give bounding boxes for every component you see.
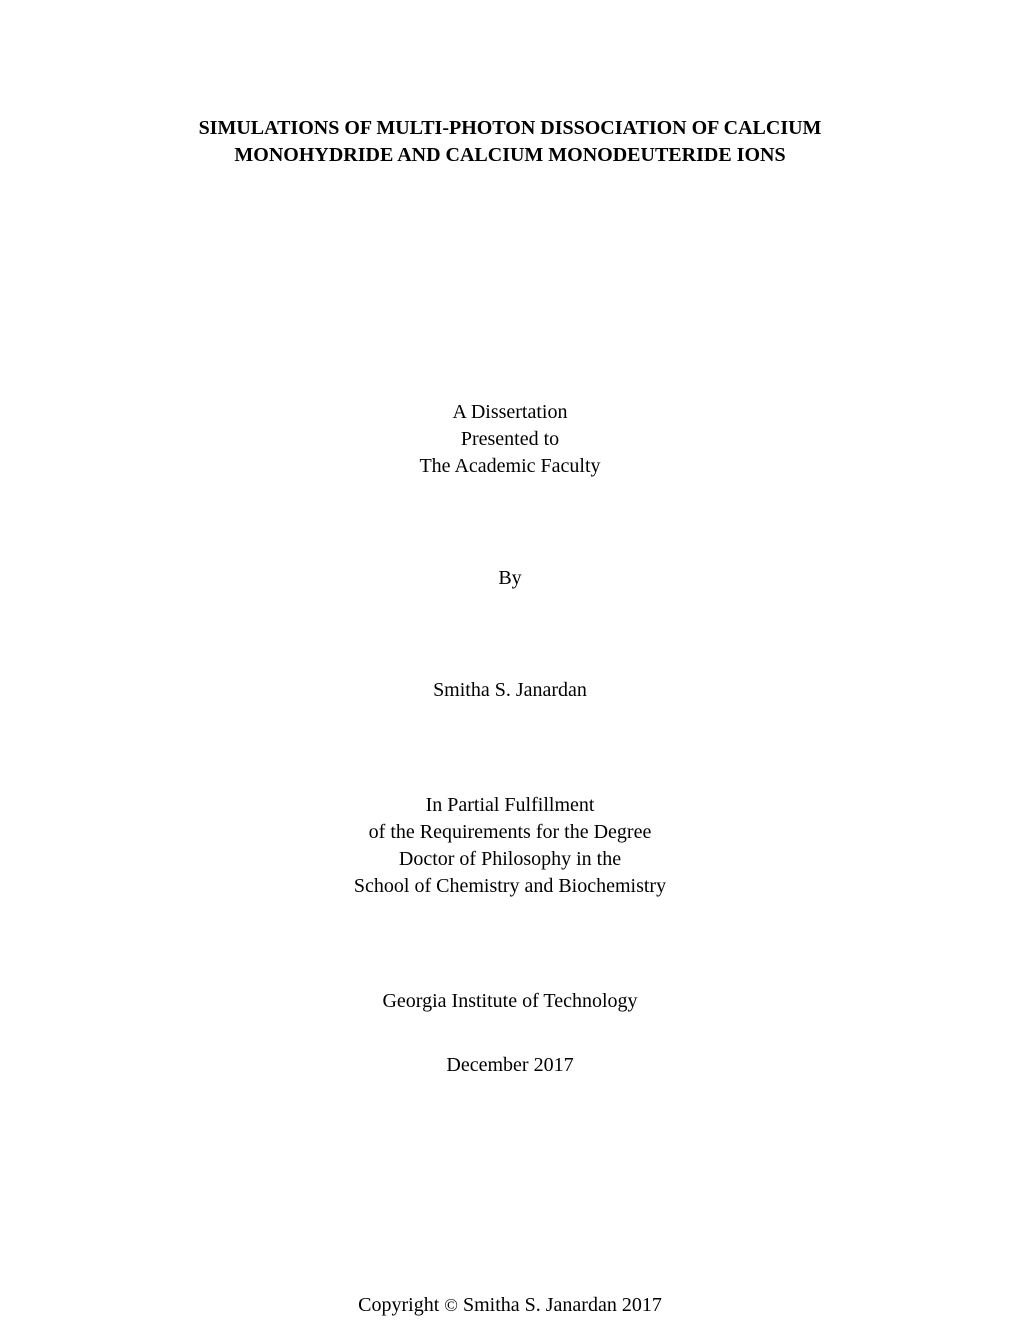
presented-line-3: The Academic Faculty — [419, 453, 600, 480]
copyright-prefix: Copyright — [358, 1294, 444, 1316]
date: December 2017 — [446, 1052, 573, 1079]
fulfillment-line-4: School of Chemistry and Biochemistry — [354, 873, 666, 900]
presented-line-2: Presented to — [419, 426, 600, 453]
title-line-2: MONOHYDRIDE AND CALCIUM MONODEUTERIDE IO… — [199, 142, 822, 169]
copyright-symbol-icon: © — [444, 1295, 458, 1315]
fulfillment-line-3: Doctor of Philosophy in the — [354, 846, 666, 873]
author-name: Smitha S. Janardan — [433, 677, 587, 704]
copyright-notice: Copyright © Smitha S. Janardan 2017 — [358, 1294, 662, 1317]
title-line-1: SIMULATIONS OF MULTI-PHOTON DISSOCIATION… — [199, 115, 822, 142]
presented-line-1: A Dissertation — [419, 399, 600, 426]
fulfillment-line-1: In Partial Fulfillment — [354, 792, 666, 819]
institution-name: Georgia Institute of Technology — [382, 988, 637, 1015]
fulfillment-line-2: of the Requirements for the Degree — [354, 819, 666, 846]
presented-block: A Dissertation Presented to The Academic… — [419, 399, 600, 480]
fulfillment-block: In Partial Fulfillment of the Requiremen… — [354, 792, 666, 900]
copyright-text: Smitha S. Janardan 2017 — [458, 1294, 662, 1316]
dissertation-title: SIMULATIONS OF MULTI-PHOTON DISSOCIATION… — [199, 115, 822, 169]
by-label: By — [498, 565, 521, 592]
